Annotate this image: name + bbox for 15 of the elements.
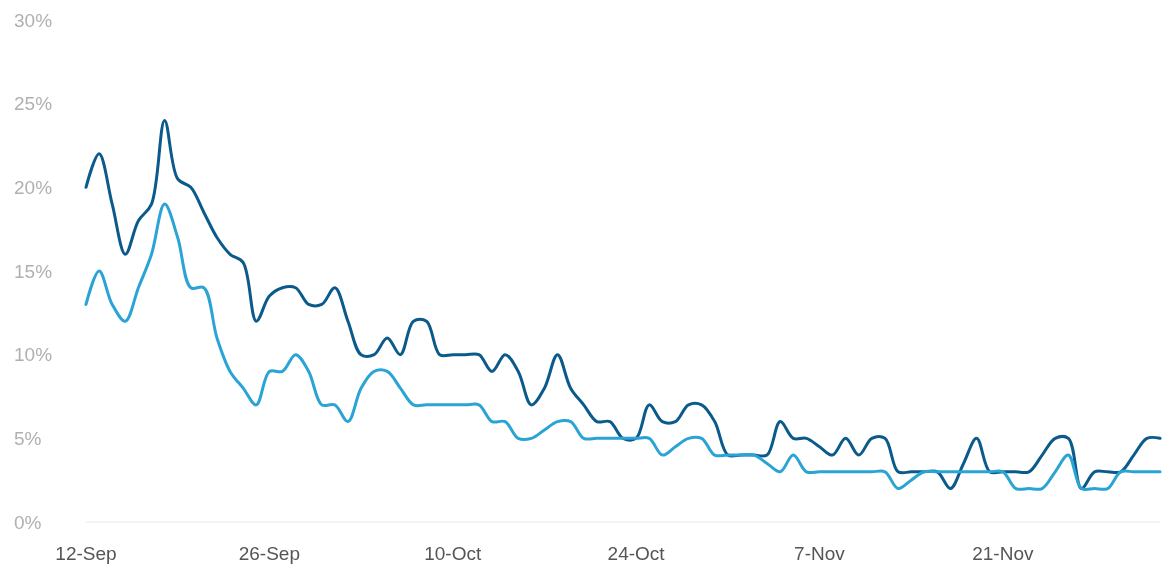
y-tick-label: 5% — [14, 427, 42, 449]
x-tick-label: 26-Sep — [238, 543, 301, 564]
x-tick-label: 24-Oct — [607, 543, 666, 564]
x-tick-label: 12-Sep — [55, 543, 117, 564]
y-tick-label: 10% — [14, 344, 53, 366]
y-tick-label: 15% — [14, 260, 53, 282]
line-series — [84, 118, 1162, 491]
y-tick-label: 25% — [14, 93, 53, 115]
y-tick-label: 0% — [14, 511, 42, 533]
x-tick-label: 7-Nov — [794, 543, 846, 564]
y-tick-label: 20% — [14, 176, 53, 198]
x-tick-label: 10-Oct — [424, 543, 482, 564]
y-tick-label: 30% — [14, 9, 53, 31]
x-tick-label: 21-Nov — [972, 543, 1034, 564]
line-series — [84, 202, 1162, 491]
